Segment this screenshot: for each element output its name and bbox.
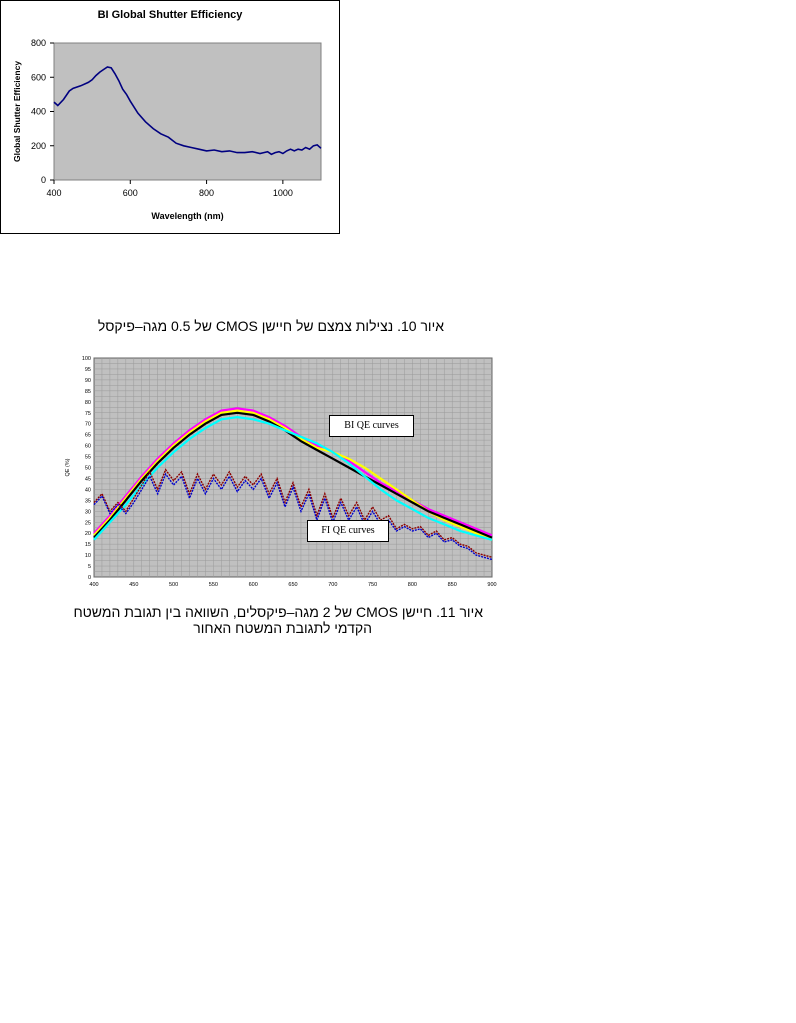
chart1-y-tick-label: 600 <box>31 72 46 82</box>
chart2-y-tick-label: 25 <box>85 520 91 526</box>
chart2-x-tick-label: 500 <box>169 582 178 588</box>
chart2-x-tick-label: 700 <box>328 582 337 588</box>
chart1-y-tick-label: 0 <box>41 175 46 185</box>
chart2-x-tick-label: 750 <box>368 582 377 588</box>
chart2-y-tick-label: 35 <box>85 498 91 504</box>
chart1-x-axis-label: Wavelength (nm) <box>151 211 223 221</box>
chart2-y-tick-label: 75 <box>85 411 91 417</box>
chart2-y-tick-label: 0 <box>88 575 91 581</box>
chart2-y-tick-label: 100 <box>82 356 91 362</box>
chart2-y-tick-label: 20 <box>85 531 91 537</box>
chart1-y-tick-label: 400 <box>31 107 46 117</box>
chart2-y-tick-label: 90 <box>85 378 91 384</box>
chart2-series-line-2 <box>93 411 493 539</box>
chart1-x-tick-label: 1000 <box>273 188 293 198</box>
chart2-y-tick-label: 60 <box>85 444 91 450</box>
chart2-x-tick-label: 450 <box>129 582 138 588</box>
chart2-y-tick-label: 15 <box>85 542 91 548</box>
chart2-x-tick-label: 550 <box>209 582 218 588</box>
chart2-x-tick-label: 650 <box>288 582 297 588</box>
chart2-y-tick-label: 55 <box>85 455 91 461</box>
chart2-y-axis-label: QE (%) <box>65 458 71 476</box>
figure11-caption-line2: הקדמי לתגובת המשטח האחור <box>193 620 372 636</box>
qe-comparison-chart: 0 5 10 15 20 25 30 35 40 45 50 55 60 65 70 75 80 85 90 95 10… <box>65 356 497 588</box>
chart2-y-tick-label: 30 <box>85 509 91 515</box>
chart2-x-tick-label: 850 <box>448 582 457 588</box>
chart2-x-tick-label: 600 <box>249 582 258 588</box>
chart2-y-tick-label: 85 <box>85 389 91 395</box>
chart2-y-tick-label: 45 <box>85 476 91 482</box>
chart1-plot-area <box>53 42 322 181</box>
chart2-series-line-3 <box>93 415 493 541</box>
chart1-x-tick-label: 600 <box>123 188 138 198</box>
bi-qe-curves-label: BI QE curves <box>329 415 414 437</box>
chart2-y-tick-label: 10 <box>85 553 91 559</box>
chart1-svg: BI Global Shutter Efficiency 0 200 400 600 80… <box>12 9 322 221</box>
chart2-x-tick-label: 900 <box>487 582 496 588</box>
chart2-series-line-0 <box>93 407 493 537</box>
chart2-y-tick-label: 40 <box>85 487 91 493</box>
chart1-series-line-0 <box>53 66 322 156</box>
fi-qe-curves-label: FI QE curves <box>307 520 389 542</box>
chart1-title: BI Global Shutter Efficiency <box>98 9 244 21</box>
chart1-x-tick-label: 800 <box>199 188 214 198</box>
figure10-caption: איור 10. נצילות צמצם של חיישן CMOS של 0.… <box>97 318 444 334</box>
figure11-caption-line1: איור 11. חיישן CMOS של 2 מגה–פיקסלים, הש… <box>73 604 483 620</box>
chart2-series-line-4 <box>93 468 493 558</box>
chart2-y-tick-label: 50 <box>85 466 91 472</box>
chart2-y-tick-label: 95 <box>85 367 91 373</box>
bi-global-shutter-chart: BI Global Shutter Efficiency 0 200 400 600 80… <box>0 0 340 234</box>
chart1-y-tick-label: 800 <box>31 38 46 48</box>
chart1-x-tick-label: 400 <box>46 188 61 198</box>
chart2-y-tick-label: 5 <box>88 564 91 570</box>
chart2-y-tick-label: 70 <box>85 422 91 428</box>
chart2-x-tick-label: 400 <box>89 582 98 588</box>
chart2-x-tick-label: 800 <box>408 582 417 588</box>
chart2-y-tick-label: 80 <box>85 400 91 406</box>
chart1-y-tick-label: 200 <box>31 141 46 151</box>
chart2-y-tick-label: 65 <box>85 433 91 439</box>
chart1-y-axis-label: Global Shutter Efficiency <box>12 61 22 162</box>
chart2-series-line-5 <box>93 472 493 561</box>
